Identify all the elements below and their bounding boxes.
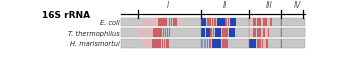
Bar (144, 40, 150, 48)
Bar (224, 29, 226, 37)
Text: T. thermophilus: T. thermophilus (68, 30, 120, 36)
Bar (227, 18, 230, 27)
Bar (266, 40, 268, 48)
Bar (265, 29, 267, 37)
Bar (162, 40, 163, 48)
Bar (281, 18, 282, 27)
Bar (163, 29, 164, 37)
Bar (224, 40, 226, 48)
Bar (209, 40, 211, 48)
Bar (174, 18, 176, 27)
Bar (142, 40, 144, 48)
Bar (152, 29, 153, 37)
Bar (259, 29, 261, 37)
Bar (214, 18, 216, 27)
Text: III: III (265, 1, 272, 10)
Text: 16S rRNA: 16S rRNA (42, 11, 91, 20)
Text: E. coli: E. coli (100, 20, 120, 26)
Bar (201, 29, 205, 37)
Bar (248, 29, 252, 37)
Bar (281, 29, 282, 37)
Bar (257, 29, 259, 37)
Bar (222, 29, 223, 37)
Bar (264, 40, 266, 48)
Bar (212, 40, 221, 48)
Bar (151, 18, 155, 27)
Bar (281, 40, 282, 48)
Bar (217, 18, 225, 27)
Bar (265, 18, 267, 27)
Bar (173, 18, 174, 27)
Bar (178, 18, 179, 27)
Bar (165, 40, 167, 48)
Bar (213, 29, 214, 37)
Bar (226, 29, 228, 37)
Text: H. marismortui: H. marismortui (70, 41, 120, 47)
Bar (263, 29, 265, 37)
Bar (263, 18, 265, 27)
Bar (236, 18, 237, 27)
Bar (230, 29, 235, 37)
Bar (226, 40, 228, 48)
Bar (121, 29, 304, 37)
Text: II: II (222, 1, 227, 10)
Bar (201, 40, 203, 48)
Text: IV: IV (294, 1, 301, 10)
Bar (212, 18, 214, 27)
Bar (139, 29, 144, 37)
Text: I: I (167, 1, 169, 10)
Bar (215, 29, 221, 37)
Bar (257, 40, 259, 48)
Bar (169, 18, 170, 27)
Bar (210, 29, 212, 37)
Bar (257, 18, 259, 27)
Bar (146, 29, 151, 37)
Bar (121, 18, 304, 27)
Bar (207, 18, 209, 27)
Bar (149, 18, 150, 27)
Bar (141, 18, 142, 27)
Bar (139, 18, 140, 27)
Bar (167, 29, 168, 37)
Bar (139, 40, 140, 48)
Bar (248, 18, 252, 27)
Bar (151, 40, 152, 48)
Bar (267, 18, 270, 27)
Bar (170, 29, 171, 37)
Bar (253, 18, 256, 27)
Bar (145, 29, 146, 37)
Bar (209, 18, 211, 27)
Bar (164, 40, 165, 48)
Bar (152, 40, 161, 48)
Bar (158, 18, 167, 27)
Bar (230, 18, 236, 27)
Bar (252, 29, 253, 37)
Bar (156, 18, 157, 27)
Bar (143, 18, 148, 27)
Bar (165, 29, 166, 37)
Bar (222, 40, 223, 48)
Bar (171, 18, 172, 27)
Bar (207, 40, 208, 48)
Bar (248, 40, 256, 48)
Bar (154, 29, 162, 37)
Bar (204, 40, 206, 48)
Bar (205, 29, 210, 37)
Bar (262, 40, 263, 48)
Bar (140, 40, 142, 48)
Bar (176, 18, 178, 27)
Bar (201, 18, 206, 27)
Bar (169, 40, 170, 48)
Bar (252, 18, 253, 27)
Bar (259, 40, 261, 48)
Bar (270, 18, 272, 27)
Bar (267, 29, 270, 37)
Bar (225, 18, 227, 27)
Bar (121, 40, 304, 48)
Bar (168, 29, 170, 37)
Bar (167, 18, 168, 27)
Bar (167, 40, 169, 48)
Bar (253, 29, 256, 37)
Bar (259, 18, 261, 27)
